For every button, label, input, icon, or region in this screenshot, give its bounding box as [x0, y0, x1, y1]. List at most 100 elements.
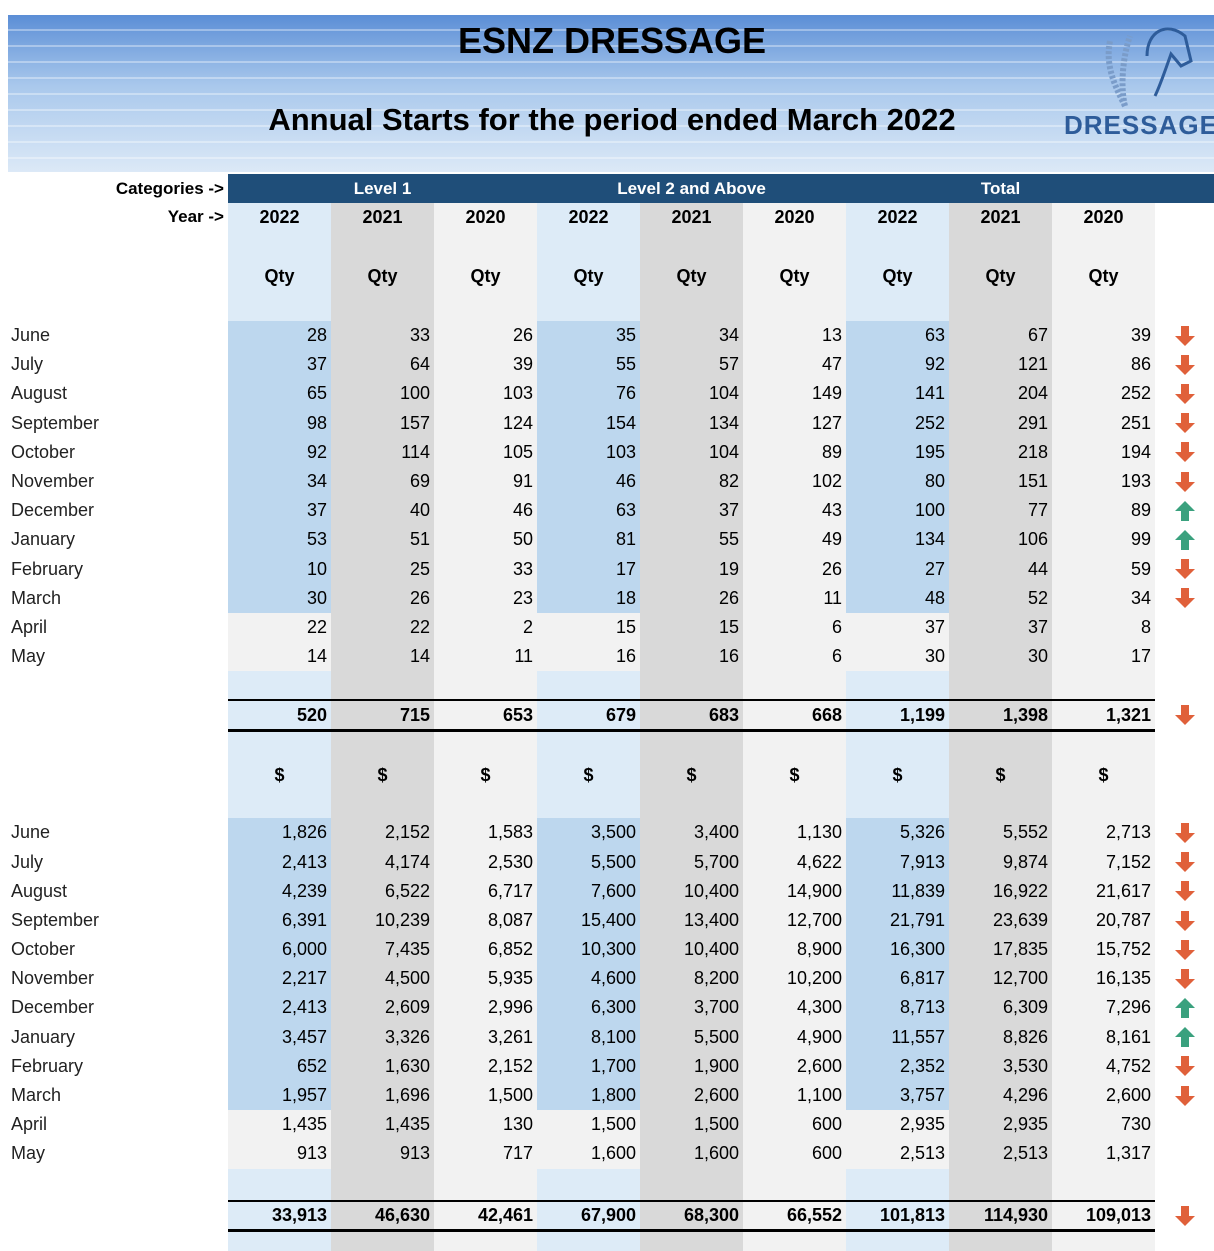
- value-cell: 13,400: [640, 905, 744, 935]
- value-cell: 63: [537, 496, 641, 526]
- unit-header: $: [743, 730, 847, 819]
- value-cell: 1,700: [537, 1051, 641, 1081]
- value-cell: 19: [640, 554, 744, 584]
- value-cell: 30: [228, 583, 331, 613]
- blank: [1052, 1168, 1156, 1201]
- value-cell: 103: [537, 437, 641, 467]
- value-cell: 1,500: [640, 1110, 744, 1140]
- month-label: September: [11, 909, 100, 930]
- dollars-unit-row: $ $ $ $ $ $ $ $ $: [0, 730, 1214, 819]
- total-cell: 1,398: [949, 699, 1053, 732]
- value-cell: 4,500: [331, 964, 434, 994]
- unit-header: Qty: [743, 231, 847, 321]
- value-cell: 6,852: [434, 935, 538, 965]
- value-cell: 5,500: [640, 1022, 744, 1052]
- trend-arrow-down: [1174, 325, 1195, 346]
- value-cell: 8: [1052, 612, 1156, 643]
- value-cell: 6: [743, 642, 847, 672]
- value-cell: 2,513: [846, 1139, 950, 1169]
- value-cell: 1,900: [640, 1051, 744, 1081]
- qty-month-row: November 34 69 91 46 82 102 80 151 193: [0, 466, 1214, 497]
- value-cell: 4,300: [743, 993, 847, 1023]
- value-cell: 5,500: [537, 847, 641, 877]
- value-cell: 22: [228, 612, 331, 643]
- trend-cell: [1155, 350, 1214, 379]
- value-cell: 6,817: [846, 964, 950, 994]
- value-cell: 10: [228, 554, 331, 584]
- value-cell: 3,457: [228, 1022, 331, 1052]
- blank: [1155, 231, 1214, 321]
- year-row: Year -> 2022 2021 2020 2022 2021 2020 2022 2021 2…: [0, 203, 1214, 231]
- value-cell: 11: [743, 583, 847, 613]
- year-label: Year ->: [167, 207, 224, 226]
- month-label: August: [11, 880, 68, 901]
- value-cell: 600: [743, 1139, 847, 1169]
- value-cell: 28: [228, 321, 331, 351]
- qty-month-row: August 65 100 103 76 104 149 141 204 252: [0, 379, 1214, 409]
- value-cell: 1,600: [537, 1139, 641, 1169]
- qty-month-row: January 53 51 50 81 55 49 134 106 99: [0, 525, 1214, 555]
- trend-cell: [1155, 700, 1214, 730]
- month-label: January: [11, 1026, 76, 1047]
- blank: [846, 1168, 950, 1201]
- month-label: January: [11, 529, 76, 550]
- blank: [0, 1169, 228, 1201]
- month-label: November: [11, 968, 95, 989]
- value-cell: 193: [1052, 466, 1156, 497]
- value-cell: 65: [228, 379, 331, 409]
- blank: [537, 1230, 641, 1251]
- blank: [537, 671, 641, 701]
- value-cell: 46: [434, 496, 538, 526]
- group-row: Categories -> Level 1 Level 2 and Above Tot…: [0, 174, 1214, 203]
- trend-cell: [1155, 847, 1214, 876]
- value-cell: 6,391: [228, 905, 331, 935]
- year-header: 2020: [1052, 203, 1156, 231]
- value-cell: 39: [434, 350, 538, 380]
- value-cell: 4,174: [331, 847, 434, 877]
- blank: [1052, 1230, 1156, 1251]
- trend-cell: [1155, 1052, 1214, 1081]
- year-header: 2020: [743, 203, 847, 231]
- total-cell: 683: [640, 699, 744, 732]
- blank: [743, 1168, 847, 1201]
- total-cell: 66,552: [743, 1199, 847, 1232]
- blank: [434, 671, 538, 701]
- value-cell: 18: [537, 583, 641, 613]
- value-cell: 5,700: [640, 847, 744, 877]
- trend-cell: [1155, 321, 1214, 350]
- qty-month-row: April 22 22 2 15 15 6 37 37 8: [0, 612, 1214, 643]
- month-label: March: [11, 587, 62, 608]
- trend-arrow-down: [1174, 705, 1195, 726]
- value-cell: 2,217: [228, 964, 331, 994]
- value-cell: 2,513: [949, 1139, 1053, 1169]
- dollars-month-row: December 2,413 2,609 2,996 6,300 3,700 4,300 8,…: [0, 993, 1214, 1023]
- value-cell: 114: [331, 437, 434, 467]
- trend-cell: [1155, 906, 1214, 935]
- value-cell: 2,600: [640, 1080, 744, 1111]
- unit-header: Qty: [640, 231, 744, 321]
- trend-cell: [1155, 613, 1214, 642]
- trend-arrow-down: [1174, 384, 1195, 405]
- unit-header: Qty: [846, 231, 950, 321]
- blank: [434, 1168, 538, 1201]
- trend-arrow-down: [1174, 968, 1195, 989]
- group-header: Level 1: [228, 174, 538, 203]
- value-cell: 23,639: [949, 905, 1053, 935]
- value-cell: 77: [949, 496, 1053, 526]
- value-cell: 39: [1052, 321, 1156, 351]
- month-label: April: [11, 1114, 48, 1135]
- value-cell: 913: [331, 1139, 434, 1169]
- value-cell: 252: [1052, 379, 1156, 409]
- value-cell: 157: [331, 408, 434, 438]
- value-cell: 76: [537, 379, 641, 409]
- value-cell: 2,600: [743, 1051, 847, 1081]
- value-cell: 55: [537, 350, 641, 380]
- value-cell: 251: [1052, 408, 1156, 438]
- value-cell: 3,757: [846, 1080, 950, 1111]
- value-cell: 104: [640, 379, 744, 409]
- blank: [1155, 671, 1214, 700]
- value-cell: 34: [1052, 583, 1156, 613]
- value-cell: 141: [846, 379, 950, 409]
- qty-month-row: October 92 114 105 103 104 89 195 218 194: [0, 437, 1214, 467]
- value-cell: 913: [228, 1139, 331, 1169]
